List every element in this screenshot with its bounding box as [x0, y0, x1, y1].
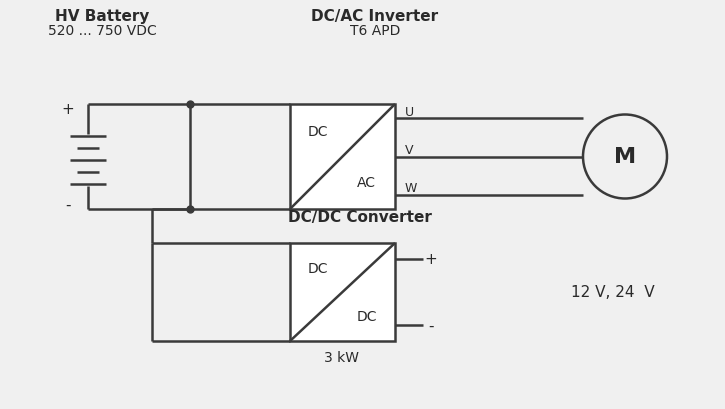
Text: +: + [425, 252, 437, 267]
Text: HV Battery: HV Battery [55, 9, 149, 25]
Text: T6 APD: T6 APD [349, 24, 400, 38]
Text: U: U [405, 105, 414, 118]
Text: DC: DC [308, 125, 328, 139]
Text: +: + [62, 102, 75, 117]
Bar [290, 105, 395, 209]
Bar [290, 243, 395, 341]
Text: DC/DC Converter: DC/DC Converter [288, 210, 432, 225]
Text: -: - [428, 318, 434, 333]
Text: DC/AC Inverter: DC/AC Inverter [312, 9, 439, 25]
Text: DC: DC [308, 262, 328, 276]
Text: 12 V, 24  V: 12 V, 24 V [571, 285, 655, 300]
Text: V: V [405, 144, 413, 157]
Text: AC: AC [357, 175, 376, 189]
Text: -: - [65, 197, 71, 212]
Text: W: W [405, 182, 418, 195]
Text: DC: DC [357, 309, 377, 323]
Text: 520 ... 750 VDC: 520 ... 750 VDC [48, 24, 157, 38]
Text: 3 kW: 3 kW [325, 350, 360, 364]
Text: M: M [614, 147, 636, 167]
